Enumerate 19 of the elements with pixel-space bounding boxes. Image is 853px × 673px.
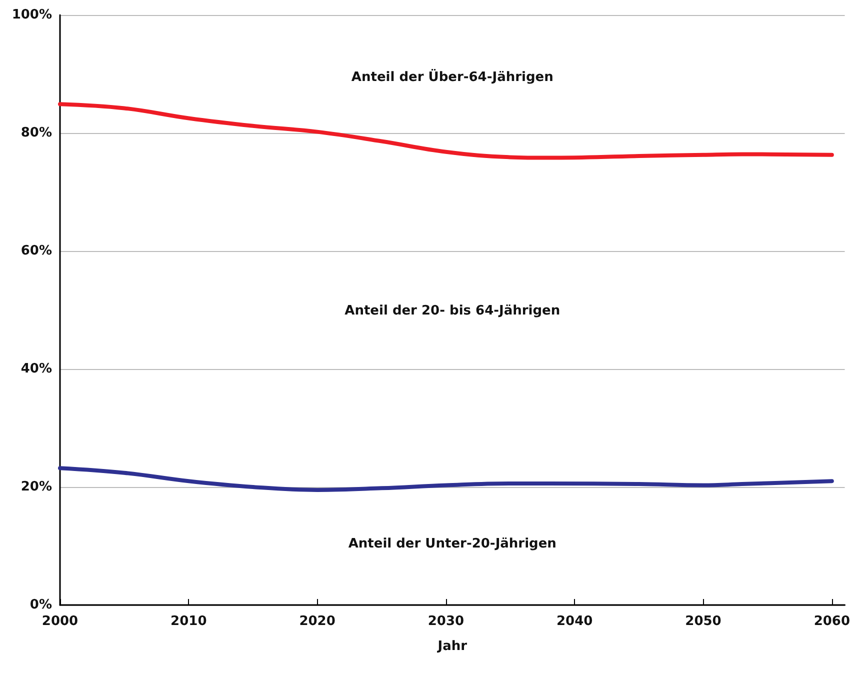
x-tick-label: 2050 <box>685 614 722 629</box>
annotation: Anteil der Über-64-Jährigen <box>351 68 554 85</box>
x-tick-label: 2000 <box>42 614 78 629</box>
y-tick-label: 80% <box>20 126 52 140</box>
x-tick-label: 2030 <box>428 614 464 629</box>
y-tick-label: 20% <box>20 480 52 494</box>
x-axis-title: Jahr <box>436 639 468 654</box>
annotation: Anteil der Unter-20-Jährigen <box>348 536 556 552</box>
y-tick-label: 40% <box>20 362 52 376</box>
x-tick-label: 2060 <box>814 614 850 629</box>
y-tick-label: 0% <box>30 598 52 612</box>
x-tick-label: 2010 <box>170 614 207 629</box>
line-series <box>58 466 834 492</box>
y-tick-label: 60% <box>20 244 52 258</box>
y-tick-label: 100% <box>12 8 52 22</box>
x-tick-label: 2040 <box>556 614 593 629</box>
annotation: Anteil der 20- bis 64-Jährigen <box>344 304 560 319</box>
line-series <box>58 102 834 160</box>
x-tick-label: 2020 <box>299 614 336 629</box>
